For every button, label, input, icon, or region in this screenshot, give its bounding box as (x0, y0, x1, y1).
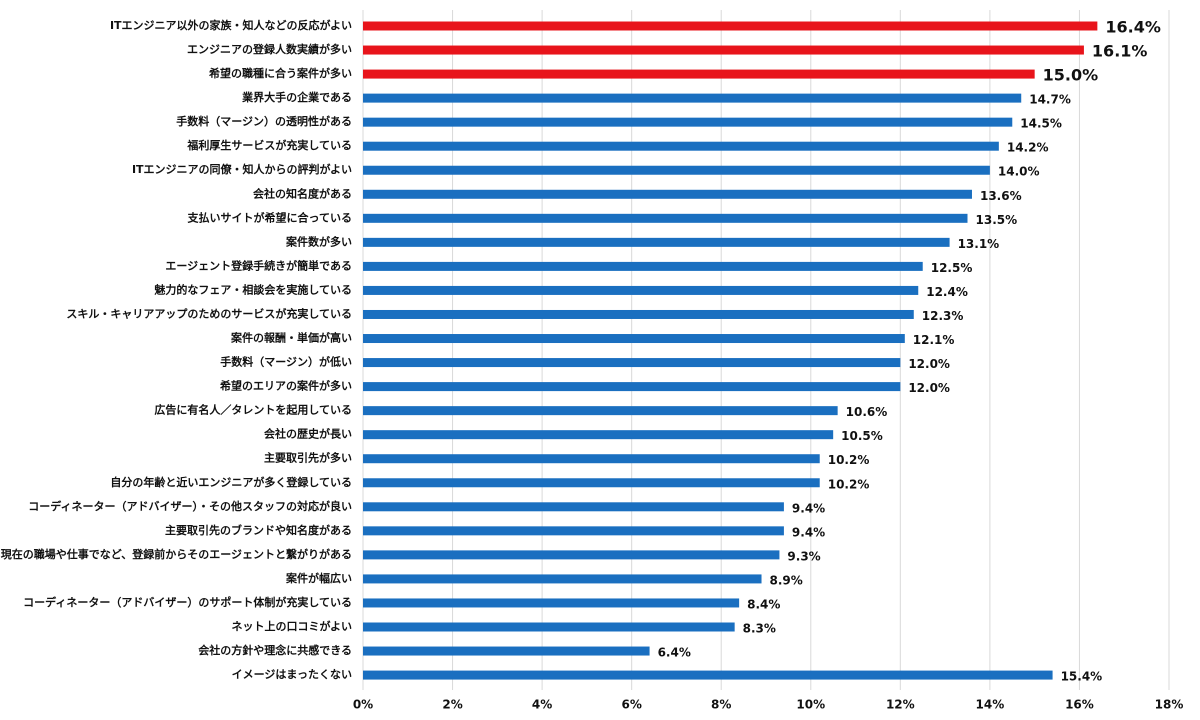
value-label: 10.2% (828, 477, 870, 491)
category-label: 支払いサイトが希望に合っている (187, 210, 352, 224)
category-label: 会社の方針や理念に共感できる (198, 643, 352, 657)
category-label: 福利厚生サービスが充実している (186, 138, 352, 152)
bar (363, 358, 901, 368)
category-label: 魅力的なフェア・相談会を実施している (154, 282, 352, 296)
category-label: イメージはまったくない (232, 668, 352, 681)
bar (363, 45, 1084, 55)
value-label: 10.5% (841, 429, 883, 443)
category-label: ネット上の口コミがよい (232, 619, 352, 633)
bar (363, 478, 820, 488)
value-label: 14.5% (1020, 117, 1062, 131)
category-label: エンジニアの登録人数実績が多い (187, 42, 352, 56)
x-tick-label: 12% (886, 698, 915, 712)
value-label: 15.0% (1043, 66, 1099, 85)
category-label: 案件の報酬・単価が高い (230, 331, 352, 345)
value-label: 12.4% (926, 285, 968, 299)
bar (363, 454, 820, 464)
bar (363, 526, 784, 536)
bar (363, 670, 1053, 680)
x-tick-label: 16% (1065, 698, 1094, 712)
value-label: 12.0% (908, 357, 950, 371)
bar (363, 646, 650, 656)
bar (363, 261, 923, 271)
category-label: エージェント登録手続きが簡単である (165, 258, 352, 272)
x-tick-label: 18% (1155, 698, 1184, 712)
bar (363, 285, 919, 295)
category-label: 希望のエリアの案件が多い (219, 379, 352, 393)
value-label: 10.2% (828, 453, 870, 467)
bar (363, 622, 735, 632)
category-label: 希望の職種に合う案件が多い (208, 66, 352, 80)
value-label: 8.4% (747, 597, 780, 611)
x-tick-label: 6% (621, 698, 641, 712)
value-label: 10.6% (846, 405, 888, 419)
category-label: 案件数が多い (285, 234, 352, 248)
value-label: 14.2% (1007, 141, 1049, 155)
bar (363, 189, 972, 199)
bar (363, 213, 968, 223)
value-label: 9.4% (792, 525, 825, 539)
category-label: 会社の歴史が長い (264, 427, 352, 441)
value-label: 13.5% (976, 213, 1018, 227)
x-tick-label: 0% (353, 698, 373, 712)
x-tick-label: 14% (976, 698, 1005, 712)
value-label: 6.4% (658, 646, 691, 660)
value-label: 12.0% (908, 381, 950, 395)
bar (363, 237, 950, 247)
value-label: 13.6% (980, 189, 1022, 203)
bar (363, 21, 1098, 31)
category-label: 広告に有名人／タレントを起用している (154, 403, 352, 417)
category-label: 手数料（マージン）が低い (220, 355, 352, 369)
bar (363, 117, 1013, 127)
category-label: 現在の職場や仕事でなど、登録前からそのエージェントと繋がりがある (1, 547, 352, 561)
bar (363, 550, 780, 560)
category-label: ITエンジニアの同僚・知人からの評判がよい (132, 162, 352, 176)
x-tick-label: 8% (711, 698, 731, 712)
category-label: スキル・キャリアアップのためのサービスが充実している (66, 306, 352, 320)
value-label: 8.3% (743, 622, 776, 636)
value-label: 12.5% (931, 261, 973, 275)
category-label: 手数料（マージン）の透明性がある (176, 114, 352, 128)
bar (363, 93, 1022, 103)
value-label: 12.3% (922, 309, 964, 323)
value-label: 14.7% (1029, 93, 1071, 107)
value-label: 16.1% (1092, 42, 1148, 61)
category-label: 業界大手の企業である (241, 90, 352, 104)
value-label: 14.0% (998, 165, 1040, 179)
value-label: 13.1% (958, 237, 1000, 251)
bar (363, 309, 914, 319)
bar (363, 598, 740, 608)
value-label: 16.4% (1105, 18, 1161, 37)
x-tick-label: 4% (532, 698, 552, 712)
category-label: 案件が幅広い (285, 571, 352, 585)
category-label: 主要取引先のブランドや知名度がある (165, 523, 352, 537)
category-label: 主要取引先が多い (264, 451, 352, 465)
category-label: コーディネーター（アドバイザー）のサポート体制が充実している (23, 595, 352, 609)
bar (363, 69, 1035, 79)
value-label: 15.4% (1061, 670, 1103, 684)
value-label: 8.9% (770, 573, 803, 587)
value-label: 12.1% (913, 333, 955, 347)
bar (363, 430, 834, 440)
category-label: 自分の年齢と近いエンジニアが多く登録している (110, 475, 352, 489)
bar (363, 334, 905, 344)
category-label: 会社の知名度がある (253, 186, 352, 200)
bar (363, 502, 784, 512)
x-tick-label: 10% (796, 698, 825, 712)
category-label: コーディネーター（アドバイザー）・その他スタッフの対応が良い (28, 499, 352, 513)
bar (363, 574, 762, 584)
x-tick-label: 2% (442, 698, 462, 712)
category-label: ITエンジニア以外の家族・知人などの反応がよい (110, 18, 352, 32)
value-label: 9.3% (787, 549, 820, 563)
value-label: 9.4% (792, 501, 825, 515)
bar (363, 382, 901, 392)
bar (363, 141, 999, 151)
bar (363, 406, 838, 416)
bar (363, 165, 990, 175)
